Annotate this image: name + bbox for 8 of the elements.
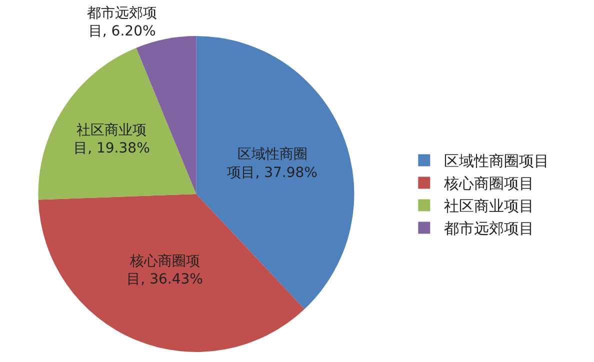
data-label: 核心商圈项目, 36.43%: [126, 253, 203, 288]
data-label: 都市远郊项目, 6.20%: [87, 5, 158, 40]
legend-label: 社区商业项目: [444, 197, 534, 216]
legend-label: 都市远郊项目: [444, 220, 534, 238]
legend-label: 区域性商圈项目: [444, 152, 550, 170]
data-label: 社区商业项目, 19.38%: [74, 122, 150, 157]
legend-label: 核心商圈项目: [443, 174, 534, 193]
data-label: 区域性商圈项目, 37.98%: [227, 146, 318, 181]
